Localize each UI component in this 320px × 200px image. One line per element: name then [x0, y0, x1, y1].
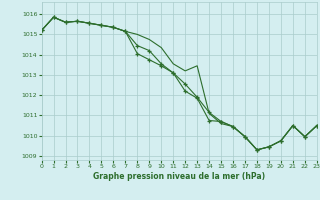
X-axis label: Graphe pression niveau de la mer (hPa): Graphe pression niveau de la mer (hPa)	[93, 172, 265, 181]
